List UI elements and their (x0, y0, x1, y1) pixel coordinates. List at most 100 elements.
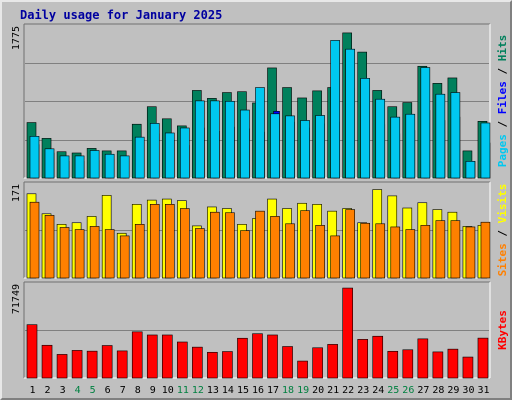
pages-bar (315, 115, 325, 179)
kbytes-bar (282, 346, 293, 379)
pages-bar (345, 48, 355, 179)
sites-bar (450, 220, 461, 279)
sites-bar (330, 235, 340, 279)
kbytes-bar (71, 350, 83, 379)
pages-bar (180, 127, 190, 179)
pages-bar (300, 120, 310, 179)
kbytes-bar (207, 351, 218, 379)
x-tick-label: 24 (372, 385, 384, 396)
x-tick-label: 29 (447, 385, 459, 396)
x-tick-label: 21 (327, 385, 339, 396)
pages-bar (375, 98, 386, 179)
sites-bar (164, 204, 175, 279)
x-tick-label: 12 (192, 385, 204, 396)
kbytes-bar (477, 337, 489, 379)
x-tick-label: 22 (342, 385, 354, 396)
x-tick-label: 14 (222, 385, 234, 396)
series-legend-label: Pages / Files / Hits (496, 35, 509, 168)
pages-bar (435, 93, 446, 179)
sites-bar (44, 215, 55, 279)
pages-bar (450, 92, 461, 179)
sites-bar (29, 201, 40, 279)
x-tick-label: 1 (30, 385, 36, 396)
kbytes-bar (402, 349, 414, 379)
ymax-tick-label: 71749 (11, 284, 22, 314)
sites-bar (89, 226, 100, 279)
sites-bar (345, 209, 355, 279)
kbytes-bar (177, 341, 188, 379)
kbytes-bar (86, 350, 98, 379)
pages-bar (164, 132, 175, 179)
kbytes-bar (447, 348, 459, 379)
x-tick-label: 20 (312, 385, 324, 396)
sites-bar (119, 235, 130, 279)
legend-part: Files (496, 81, 509, 114)
sites-bar (104, 229, 115, 279)
x-tick-label: 17 (267, 385, 279, 396)
pages-bar (465, 161, 476, 179)
kbytes-bar (41, 344, 53, 379)
sites-bar (375, 223, 386, 279)
kbytes-bar (26, 324, 38, 379)
x-tick-label: 2 (45, 385, 51, 396)
kbytes-bar (56, 354, 68, 379)
x-tick-label: 19 (297, 385, 309, 396)
x-tick-label: 28 (432, 385, 444, 396)
sites-bar (195, 228, 205, 279)
x-tick-label: 27 (417, 385, 429, 396)
sites-bar (300, 210, 310, 279)
sites-bar (240, 230, 250, 279)
sites-bar (134, 224, 145, 279)
kbytes-bar (222, 351, 233, 379)
x-tick-label: 30 (462, 385, 474, 396)
sites-bar (270, 216, 280, 279)
sites-bar (390, 226, 401, 279)
legend-part: Sites (496, 243, 509, 276)
kbytes-bar (387, 350, 399, 379)
pages-bar (104, 153, 115, 179)
x-tick-label: 10 (162, 385, 174, 396)
legend-part: Hits (496, 35, 509, 62)
pages-bar (330, 40, 340, 179)
sites-bar (225, 212, 235, 279)
kbytes-bar (417, 338, 429, 379)
x-tick-label: 31 (477, 385, 489, 396)
series-legend-label: KBytes (496, 310, 509, 350)
legend-part: KBytes (496, 310, 509, 350)
kbytes-bar (101, 345, 113, 379)
sites-bar (465, 226, 476, 279)
pages-bar (195, 100, 205, 179)
x-tick-label: 6 (105, 385, 111, 396)
legend-part: Visits (496, 184, 509, 224)
pages-bar (225, 100, 235, 179)
x-tick-label: 26 (402, 385, 414, 396)
sites-bar (420, 225, 431, 279)
pages-bar (119, 155, 130, 179)
pages-bar (149, 123, 160, 179)
x-tick-label: 8 (135, 385, 141, 396)
legend-part: Pages (496, 134, 509, 167)
x-tick-label: 18 (282, 385, 294, 396)
x-tick-label: 23 (357, 385, 369, 396)
x-tick-label: 9 (150, 385, 156, 396)
legend-part: / (496, 61, 509, 81)
pages-bar (210, 100, 220, 179)
pages-bar (270, 113, 280, 179)
kbytes-bar (462, 356, 474, 379)
kbytes-bar (372, 335, 384, 379)
x-tick-label: 7 (120, 385, 126, 396)
sites-bar (74, 229, 85, 279)
sites-bar (149, 204, 160, 279)
pages-bar (390, 116, 401, 179)
sites-bar (405, 229, 416, 279)
kbytes-bar (312, 347, 323, 379)
sites-bar (59, 227, 70, 279)
pages-bar (240, 109, 250, 179)
pages-bar (29, 136, 40, 179)
kbytes-bar (297, 360, 308, 379)
x-tick-label: 25 (387, 385, 399, 396)
ymax-tick-label: 171 (11, 184, 22, 202)
kbytes-bar (116, 350, 128, 379)
